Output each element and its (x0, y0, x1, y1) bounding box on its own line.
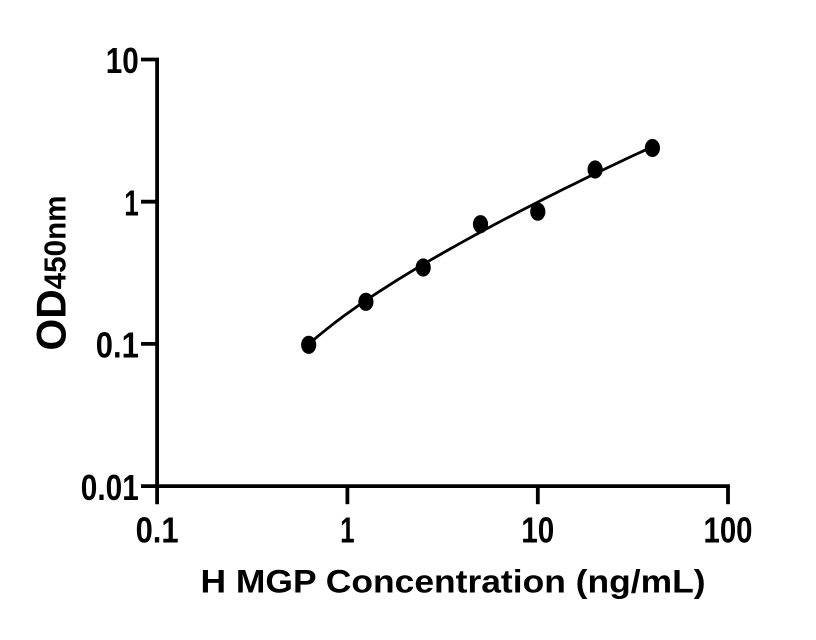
svg-text:10: 10 (106, 40, 139, 81)
svg-text:1: 1 (340, 510, 355, 551)
svg-text:100: 100 (704, 510, 753, 551)
svg-text:OD450nm: OD450nm (27, 196, 74, 351)
svg-text:H MGP Concentration (ng/mL): H MGP Concentration (ng/mL) (201, 564, 706, 600)
svg-text:10: 10 (521, 510, 554, 551)
svg-text:0.01: 0.01 (81, 467, 139, 508)
svg-text:0.1: 0.1 (96, 325, 139, 366)
svg-text:1: 1 (124, 182, 139, 223)
svg-text:0.1: 0.1 (136, 510, 179, 551)
